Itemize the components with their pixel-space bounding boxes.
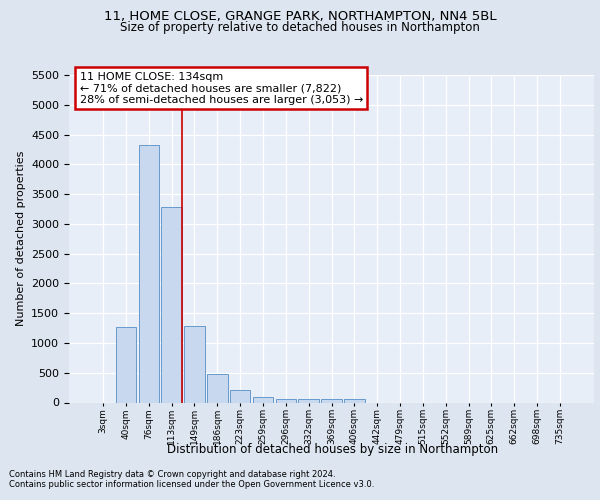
Bar (230, 390, 250, 402)
Text: Contains public sector information licensed under the Open Government Licence v3: Contains public sector information licen… (9, 480, 374, 489)
Y-axis label: Number of detached properties: Number of detached properties (16, 151, 26, 326)
Bar (321, 398, 342, 402)
Bar (161, 206, 182, 402)
Text: Size of property relative to detached houses in Northampton: Size of property relative to detached ho… (120, 21, 480, 34)
Text: 11 HOME CLOSE: 134sqm
← 71% of detached houses are smaller (7,822)
28% of semi-d: 11 HOME CLOSE: 134sqm ← 71% of detached … (79, 72, 363, 105)
Text: Contains HM Land Registry data © Crown copyright and database right 2024.: Contains HM Land Registry data © Crown c… (9, 470, 335, 479)
Bar (184, 326, 205, 402)
Bar (344, 399, 365, 402)
Text: Distribution of detached houses by size in Northampton: Distribution of detached houses by size … (167, 442, 499, 456)
Bar (253, 396, 273, 402)
Bar (298, 399, 319, 402)
Bar (275, 398, 296, 402)
Bar (139, 144, 159, 402)
Text: 11, HOME CLOSE, GRANGE PARK, NORTHAMPTON, NN4 5BL: 11, HOME CLOSE, GRANGE PARK, NORTHAMPTON… (104, 10, 496, 23)
Bar (207, 374, 227, 402)
Bar (116, 327, 136, 402)
